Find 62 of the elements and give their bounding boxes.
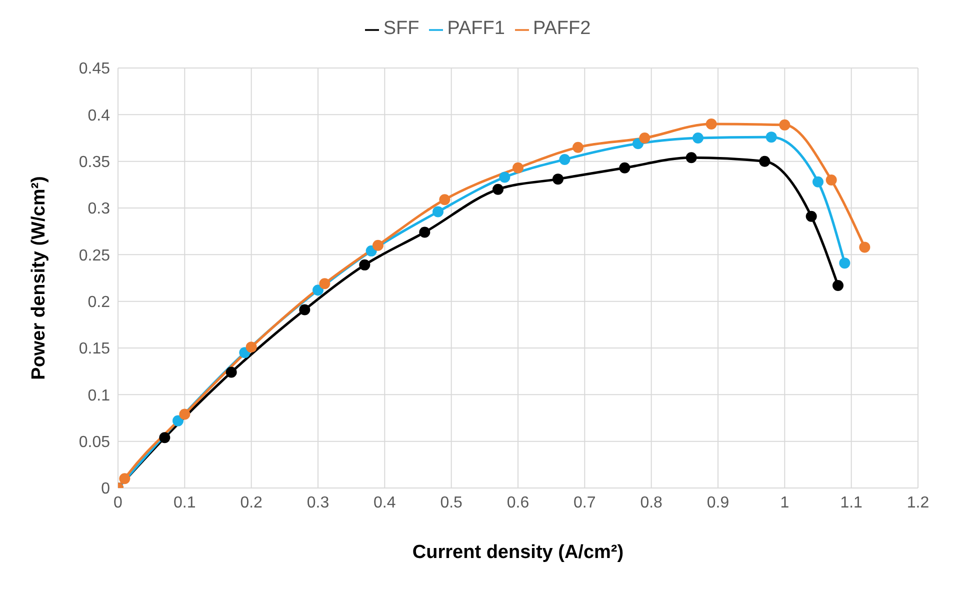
y-tick-label: 0.05 xyxy=(78,434,110,452)
point xyxy=(159,432,170,444)
y-tick-label: 0.1 xyxy=(88,387,110,404)
x-axis-title: Current density (A/cm²) xyxy=(412,542,624,563)
point xyxy=(619,162,630,174)
legend-label: PAFF2 xyxy=(532,18,591,39)
x-tick-label: 0.1 xyxy=(174,494,196,512)
point xyxy=(686,152,697,164)
point xyxy=(179,408,190,420)
point xyxy=(499,172,510,183)
point xyxy=(492,184,504,195)
x-tick-label: 0.8 xyxy=(640,494,663,512)
y-tick-label: 0.35 xyxy=(78,154,110,172)
point xyxy=(319,278,330,290)
y-tick-label: 0.2 xyxy=(88,294,110,312)
point xyxy=(766,132,777,143)
x-tick-label: 0.7 xyxy=(574,494,596,512)
x-tick-label: 0 xyxy=(114,494,123,512)
y-tick-label: 0.45 xyxy=(78,60,110,78)
x-tick-label: 1.1 xyxy=(840,494,863,512)
point xyxy=(246,342,257,353)
x-tick-label: 0.4 xyxy=(374,494,396,512)
y-axis-title: Power density (W/cm²) xyxy=(28,176,50,380)
x-tick-label: 0.2 xyxy=(240,494,263,512)
point xyxy=(572,142,584,153)
legend-label: SFF xyxy=(383,18,420,39)
point xyxy=(439,194,450,206)
y-tick-label: 0.4 xyxy=(88,107,110,124)
point xyxy=(226,366,237,378)
point xyxy=(432,206,444,218)
point xyxy=(419,226,430,238)
y-tick-label: 0 xyxy=(101,480,110,498)
point xyxy=(119,473,130,484)
point xyxy=(759,156,770,167)
y-tick-label: 0.3 xyxy=(88,200,110,218)
y-tick-label: 0.25 xyxy=(78,247,110,264)
point xyxy=(806,210,817,222)
point xyxy=(839,258,850,269)
x-tick-label: 0.6 xyxy=(506,494,530,512)
point xyxy=(312,284,324,296)
point xyxy=(812,176,824,188)
point xyxy=(692,132,704,144)
point xyxy=(359,259,370,270)
legend-label: PAFF1 xyxy=(447,18,505,39)
x-tick-label: 0.9 xyxy=(706,494,730,512)
point xyxy=(779,119,790,130)
point xyxy=(172,415,184,426)
x-tick-label: 0.5 xyxy=(440,494,463,512)
point xyxy=(552,174,564,185)
x-tick-label: 1 xyxy=(780,494,790,512)
x-tick-label: 0.3 xyxy=(306,494,330,512)
point xyxy=(559,154,570,165)
point xyxy=(372,240,384,251)
point xyxy=(859,242,870,253)
y-tick-label: 0.15 xyxy=(78,340,110,358)
x-tick-label: 1.2 xyxy=(906,494,930,512)
point xyxy=(832,280,844,291)
point xyxy=(706,118,717,130)
point xyxy=(826,174,837,186)
point xyxy=(512,162,524,174)
point xyxy=(639,132,650,144)
point xyxy=(299,304,310,316)
